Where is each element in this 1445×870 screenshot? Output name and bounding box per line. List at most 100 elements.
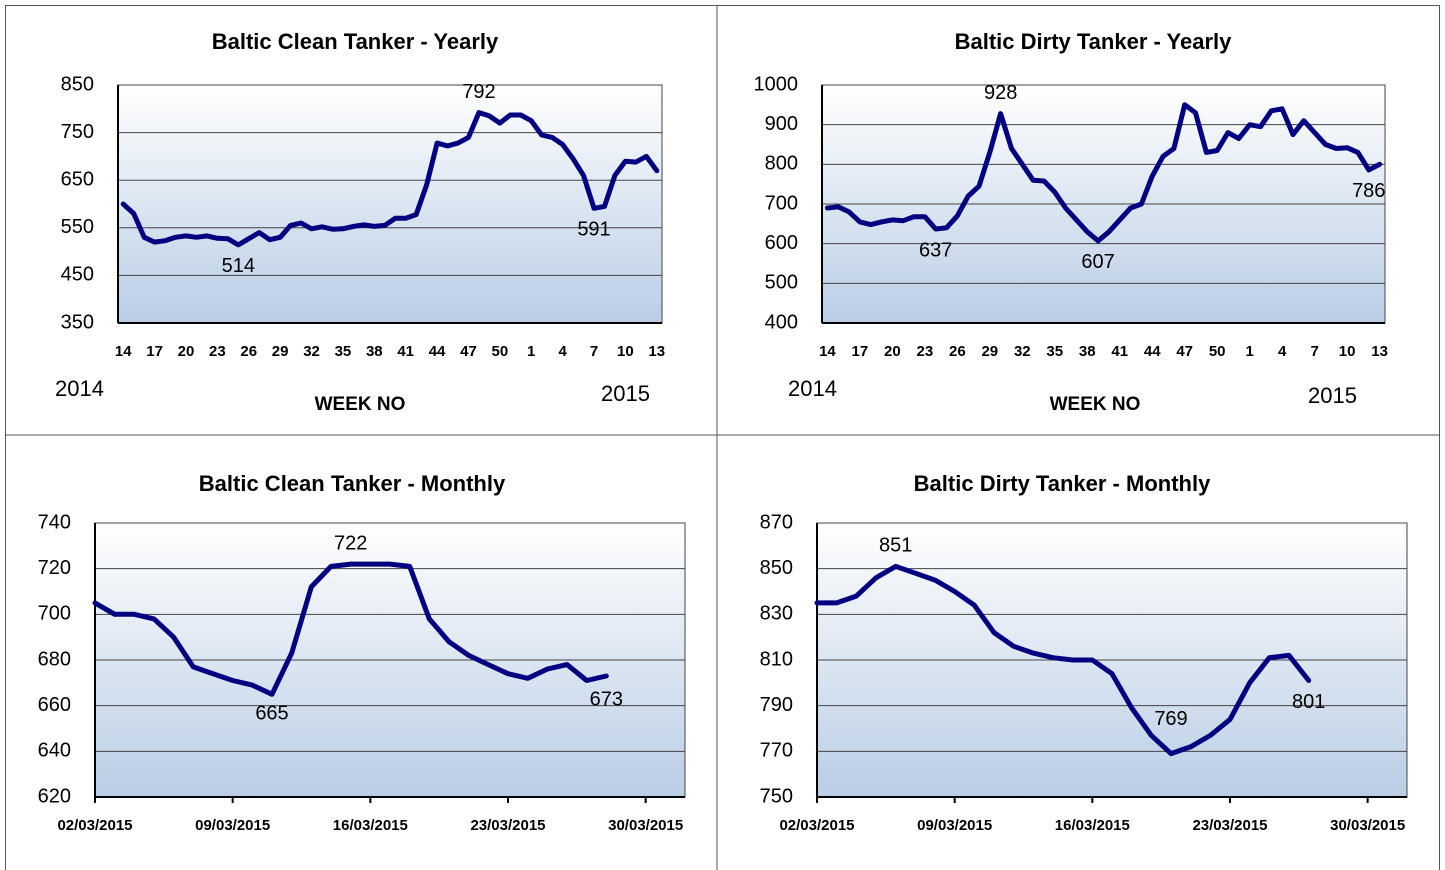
y-tick-label: 870: [760, 511, 793, 533]
x-tick-label: 23: [209, 343, 226, 360]
chart-title: Baltic Clean Tanker - Monthly: [199, 471, 506, 496]
x-tick-label: 38: [1079, 343, 1096, 360]
y-tick-label: 800: [765, 153, 798, 175]
x-tick-label: 38: [366, 343, 383, 360]
y-tick-label: 600: [765, 232, 798, 254]
y-tick-label: 850: [61, 73, 94, 95]
x-tick-label: 41: [397, 343, 414, 360]
data-label: 665: [255, 703, 288, 725]
chart-title: Baltic Clean Tanker - Yearly: [212, 29, 499, 54]
y-tick-label: 400: [765, 311, 798, 333]
y-tick-label: 700: [765, 192, 798, 214]
x-tick-label: 1: [1245, 343, 1253, 360]
data-label: 607: [1081, 251, 1114, 273]
y-tick-label: 500: [765, 272, 798, 294]
annotation: 2015: [1308, 383, 1357, 408]
annotation: 2014: [55, 376, 104, 401]
x-tick-label: 4: [1278, 343, 1287, 360]
y-tick-label: 900: [765, 113, 798, 135]
data-label: 673: [590, 688, 623, 710]
data-label: 801: [1292, 691, 1325, 713]
x-tick-label: 29: [272, 343, 289, 360]
x-tick-label: 14: [819, 343, 836, 360]
series-line: [824, 102, 1383, 244]
x-tick-label: 14: [115, 343, 132, 360]
x-tick-label: 4: [558, 343, 567, 360]
chart-title: Baltic Dirty Tanker - Yearly: [955, 29, 1233, 54]
x-tick-label: 47: [460, 343, 477, 360]
y-tick-label: 350: [61, 311, 94, 333]
data-label: 514: [222, 255, 255, 277]
data-label: 722: [334, 532, 367, 554]
x-tick-label: 02/03/2015: [57, 817, 132, 834]
x-tick-label: 10: [1339, 343, 1356, 360]
y-tick-label: 620: [38, 785, 71, 807]
x-tick-label: 09/03/2015: [917, 817, 992, 834]
data-label: 851: [879, 535, 912, 557]
y-tick-label: 770: [760, 740, 793, 762]
y-tick-label: 850: [760, 557, 793, 579]
x-tick-label: 23/03/2015: [1192, 817, 1267, 834]
x-tick-label: 32: [1014, 343, 1031, 360]
x-tick-label: 29: [981, 343, 998, 360]
annotation: 2014: [788, 376, 837, 401]
x-tick-label: 16/03/2015: [1055, 817, 1130, 834]
data-label: 769: [1154, 708, 1187, 730]
x-tick-label: 35: [335, 343, 352, 360]
y-tick-label: 680: [38, 648, 71, 670]
x-axis-label: WEEK NO: [315, 394, 406, 415]
annotation: 2015: [601, 381, 650, 406]
plot-area: [118, 85, 662, 323]
x-tick-label: 13: [1371, 343, 1388, 360]
y-tick-label: 740: [38, 511, 71, 533]
y-tick-label: 650: [61, 168, 94, 190]
x-tick-label: 17: [146, 343, 163, 360]
x-tick-label: 30/03/2015: [1330, 817, 1405, 834]
x-tick-label: 23/03/2015: [470, 817, 545, 834]
y-tick-label: 660: [38, 694, 71, 716]
x-tick-label: 10: [617, 343, 634, 360]
x-axis-label: WEEK NO: [1050, 394, 1141, 415]
x-tick-label: 20: [178, 343, 195, 360]
x-tick-label: 1: [527, 343, 535, 360]
y-tick-label: 750: [760, 785, 793, 807]
x-tick-label: 26: [949, 343, 966, 360]
y-tick-label: 640: [38, 740, 71, 762]
x-tick-label: 20: [884, 343, 901, 360]
y-tick-label: 810: [760, 648, 793, 670]
x-tick-label: 02/03/2015: [779, 817, 854, 834]
series-line: [814, 563, 1312, 757]
y-tick-label: 450: [61, 264, 94, 286]
y-tick-label: 750: [61, 121, 94, 143]
data-label: 637: [919, 239, 952, 261]
series-line: [92, 561, 609, 697]
x-tick-label: 17: [852, 343, 869, 360]
x-tick-label: 35: [1046, 343, 1063, 360]
data-label: 792: [462, 81, 495, 103]
y-tick-label: 720: [38, 557, 71, 579]
data-label: 928: [984, 82, 1017, 104]
x-tick-label: 44: [1144, 343, 1161, 360]
frame: [5, 5, 1440, 870]
y-tick-label: 700: [38, 603, 71, 625]
y-tick-label: 830: [760, 603, 793, 625]
data-label: 591: [577, 219, 610, 241]
x-tick-label: 26: [240, 343, 257, 360]
data-label: 786: [1352, 180, 1385, 202]
y-tick-label: 790: [760, 694, 793, 716]
x-tick-label: 30/03/2015: [608, 817, 683, 834]
x-tick-label: 47: [1176, 343, 1193, 360]
x-tick-label: 09/03/2015: [195, 817, 270, 834]
y-tick-label: 550: [61, 216, 94, 238]
x-tick-label: 23: [917, 343, 934, 360]
chart-title: Baltic Dirty Tanker - Monthly: [914, 471, 1211, 496]
y-tick-label: 1000: [754, 73, 799, 95]
x-tick-label: 7: [1310, 343, 1318, 360]
x-tick-label: 13: [648, 343, 665, 360]
x-tick-label: 44: [429, 343, 446, 360]
x-tick-label: 50: [1209, 343, 1226, 360]
x-tick-label: 50: [492, 343, 509, 360]
x-tick-label: 7: [590, 343, 598, 360]
x-tick-label: 16/03/2015: [333, 817, 408, 834]
